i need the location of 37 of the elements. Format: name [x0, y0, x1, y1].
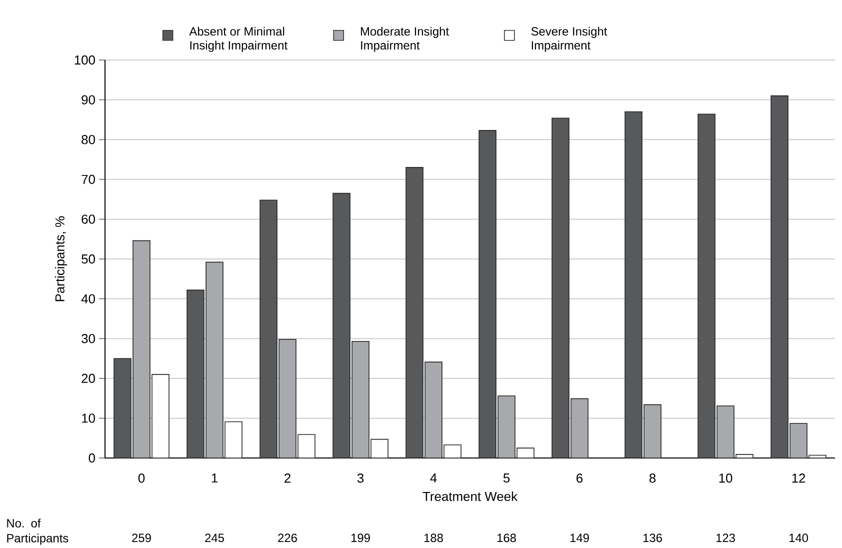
y-tick-label: 70 [82, 174, 95, 184]
text: 188 [424, 534, 443, 542]
text: 245 [205, 534, 224, 542]
legend-label: Severe Insight Impairment [531, 26, 608, 52]
text: 226 [278, 534, 297, 542]
x-axis-title: Treatment Week [422, 492, 518, 502]
y-tick-label: 40 [81, 294, 95, 304]
x-tick-label: 5 [503, 474, 510, 483]
x-tick-label: 6 [576, 474, 583, 483]
x-tick-label: 3 [357, 474, 364, 483]
text: 199 [351, 534, 370, 542]
x-tick-label: 10 [719, 474, 732, 483]
y-tick-label: 10 [82, 414, 95, 423]
y-tick-label: 30 [82, 334, 95, 344]
text: 140 [789, 534, 808, 542]
y-tick-label: 60 [82, 214, 95, 224]
y-tick-label: 90 [82, 95, 95, 104]
text: No. of Participants [7, 518, 68, 545]
x-tick-label: 4 [430, 474, 437, 482]
y-axis-title: Participants, % [54, 216, 68, 302]
x-tick-label: 2 [284, 474, 290, 483]
y-tick-label: 0 [88, 453, 95, 463]
y-tick-label: 80 [82, 135, 95, 144]
x-tick-label: 12 [792, 474, 806, 483]
x-tick-label: 0 [138, 474, 145, 483]
y-tick-label: 50 [82, 254, 95, 264]
text: 136 [643, 534, 662, 542]
x-tick-label: 8 [649, 474, 656, 483]
text: 259 [132, 534, 151, 542]
legend-label: Absent or Minimal Insight Impairment [189, 26, 288, 52]
text: 149 [570, 534, 589, 542]
x-tick-label: 1 [212, 474, 218, 482]
text: 168 [497, 534, 516, 542]
y-tick-label: 20 [82, 374, 95, 383]
text: 123 [716, 534, 735, 542]
y-tick-label: 100 [74, 55, 95, 65]
legend-label: Moderate Insight Impairment [360, 26, 449, 52]
